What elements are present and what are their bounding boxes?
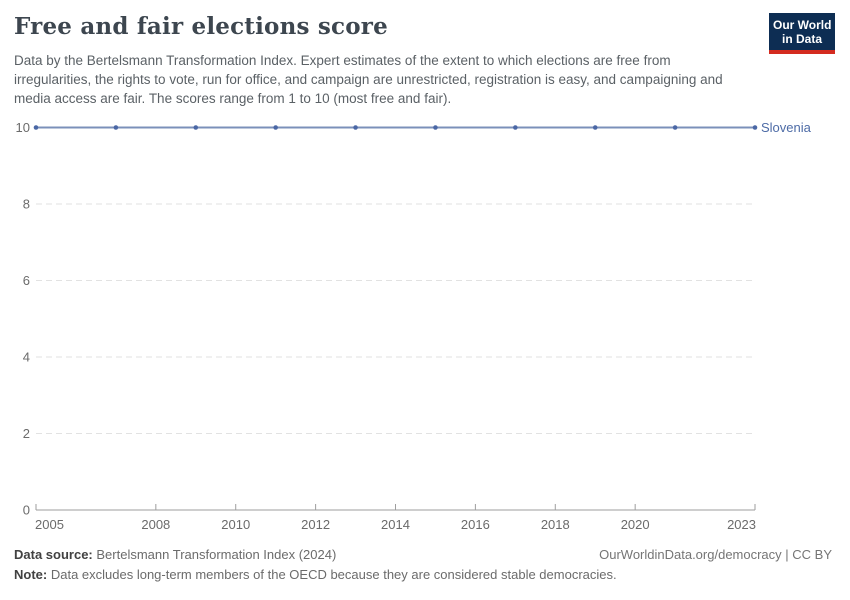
y-tick-label: 4 bbox=[23, 350, 30, 365]
x-tick-label: 2012 bbox=[301, 517, 330, 532]
x-tick-label: 2008 bbox=[141, 517, 170, 532]
note-value: Data excludes long-term members of the O… bbox=[50, 567, 617, 582]
y-tick-label: 8 bbox=[23, 197, 30, 212]
x-tick-label: 2020 bbox=[621, 517, 650, 532]
owid-logo-text-line2: in Data bbox=[781, 32, 822, 46]
owid-logo-text-line1: Our World bbox=[773, 18, 832, 32]
data-point[interactable] bbox=[33, 125, 39, 130]
data-point[interactable] bbox=[193, 125, 199, 130]
entity-label[interactable]: Slovenia bbox=[761, 120, 812, 135]
owid-logo[interactable]: Our World in Data bbox=[769, 13, 835, 54]
x-tick-label: 2018 bbox=[541, 517, 570, 532]
data-point[interactable] bbox=[113, 125, 119, 130]
x-tick-label: 2005 bbox=[35, 517, 64, 532]
x-tick-label: 2010 bbox=[221, 517, 250, 532]
note-label: Note: bbox=[14, 567, 48, 582]
data-point[interactable] bbox=[592, 125, 598, 130]
data-point[interactable] bbox=[752, 125, 758, 130]
x-tick-label: 2014 bbox=[381, 517, 410, 532]
chart-footer: Data source: Bertelsmann Transformation … bbox=[14, 547, 832, 582]
owid-cc-by-link[interactable]: OurWorldinData.org/democracy | CC BY bbox=[599, 547, 832, 562]
x-tick-label: 2023 bbox=[727, 517, 756, 532]
data-point[interactable] bbox=[433, 125, 438, 130]
data-point[interactable] bbox=[672, 125, 678, 130]
chart-title: Free and fair elections score bbox=[14, 13, 388, 40]
chart-subtitle: Data by the Bertelsmann Transformation I… bbox=[14, 53, 723, 106]
y-tick-label: 2 bbox=[23, 426, 30, 441]
x-tick-label: 2016 bbox=[461, 517, 490, 532]
data-source-value: Bertelsmann Transformation Index (2024) bbox=[96, 547, 337, 562]
data-source-label: Data source: bbox=[14, 547, 93, 562]
y-tick-label: 6 bbox=[23, 273, 30, 288]
data-source-line: Data source: Bertelsmann Transformation … bbox=[14, 547, 336, 562]
note-line: Note: Data excludes long-term members of… bbox=[14, 567, 832, 582]
data-point[interactable] bbox=[513, 125, 518, 130]
data-point[interactable] bbox=[273, 125, 278, 130]
y-tick-label: 0 bbox=[23, 503, 30, 518]
y-tick-label: 10 bbox=[16, 120, 30, 135]
data-point[interactable] bbox=[353, 125, 358, 130]
